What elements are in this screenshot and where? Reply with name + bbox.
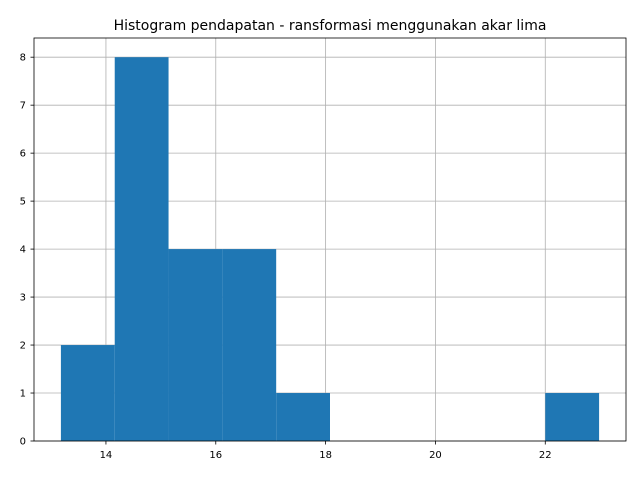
y-tick-label: 1 xyxy=(20,389,26,400)
y-tick-label: 7 xyxy=(20,101,26,112)
axes: 14 16 18 20 22 0 1 2 3 4 5 6 7 8 xyxy=(20,37,627,461)
histogram-bar xyxy=(168,249,223,441)
x-tick-label: 20 xyxy=(429,450,442,461)
chart-title: Histogram pendapatan - ransformasi mengg… xyxy=(114,18,547,34)
histogram-bar xyxy=(114,57,169,441)
histogram-bar xyxy=(276,393,330,441)
histogram-bar xyxy=(545,393,600,441)
histogram-bar xyxy=(222,249,277,441)
x-tick-label: 22 xyxy=(539,450,552,461)
y-tick-label: 8 xyxy=(20,53,26,64)
x-tick-label: 16 xyxy=(209,450,222,461)
axes-frame xyxy=(33,37,627,442)
y-tick-label: 3 xyxy=(20,293,26,304)
histogram-bar xyxy=(60,345,115,441)
x-tick-label: 14 xyxy=(100,450,113,461)
y-tick-label: 0 xyxy=(20,437,26,448)
x-tick-label: 18 xyxy=(319,450,332,461)
y-tick-label: 5 xyxy=(20,197,26,208)
y-tick-label: 4 xyxy=(20,245,26,256)
histogram-bars xyxy=(60,57,600,441)
y-tick-label: 6 xyxy=(20,149,26,160)
y-tick-label: 2 xyxy=(20,341,26,352)
